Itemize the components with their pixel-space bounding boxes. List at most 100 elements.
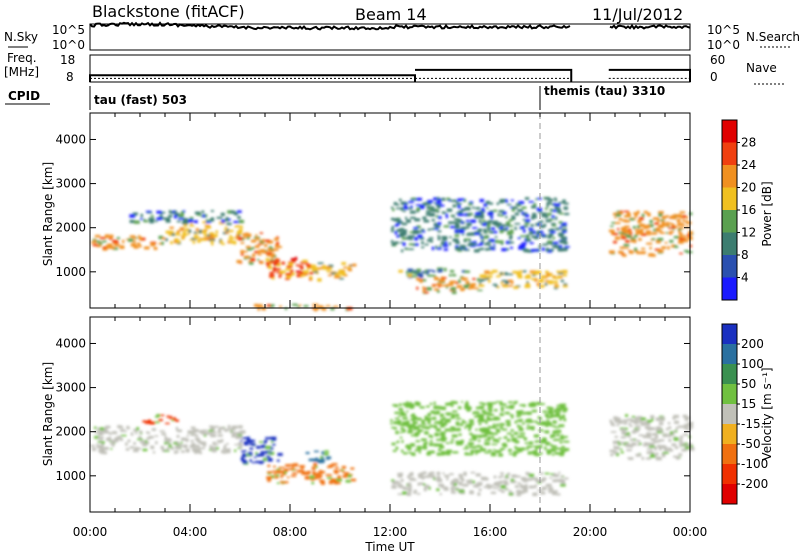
echo-cell: [227, 425, 231, 429]
echo-cell: [290, 269, 294, 273]
echo-cell: [524, 411, 528, 415]
echo-cell: [399, 431, 402, 434]
echo-cell: [249, 447, 254, 450]
echo-cell: [420, 228, 425, 231]
echo-cell: [455, 281, 459, 284]
echo-cell: [515, 440, 520, 444]
echo-cell: [155, 441, 158, 445]
echo-cell: [460, 288, 465, 291]
echo-cell: [556, 207, 561, 210]
echo-cell: [669, 230, 675, 233]
echo-cell: [470, 451, 474, 455]
echo-cell: [496, 429, 501, 433]
echo-cell: [166, 217, 171, 221]
echo-cell: [493, 449, 496, 451]
echo-cell: [679, 439, 683, 443]
echo-cell: [673, 455, 679, 458]
echo-cell: [502, 211, 507, 215]
echo-cell: [401, 485, 404, 489]
echo-cell: [265, 261, 270, 265]
echo-cell: [246, 233, 252, 237]
echo-cell: [624, 215, 629, 218]
echo-cell: [549, 407, 554, 410]
echo-cell: [518, 246, 522, 250]
echo-cell: [436, 210, 440, 213]
echo-cell: [475, 428, 478, 431]
echo-cell: [339, 478, 342, 481]
echo-cell: [414, 426, 418, 429]
echo-cell: [408, 248, 414, 250]
echo-cell: [468, 445, 474, 448]
echo-cell: [531, 205, 537, 209]
echo-cell: [400, 411, 405, 414]
echo-cell: [518, 270, 523, 273]
echo-cell: [517, 489, 520, 494]
echo-cell: [423, 219, 430, 223]
echo-cell: [326, 266, 330, 269]
echo-cell: [629, 425, 633, 427]
echo-cell: [419, 406, 425, 409]
echo-cell: [481, 434, 488, 438]
echo-cell: [393, 421, 399, 425]
echo-cell: [249, 443, 252, 446]
echo-cell: [626, 449, 632, 452]
echo-cell: [499, 403, 504, 406]
echo-cell: [472, 437, 477, 441]
echo-cell: [313, 271, 318, 273]
echo-cell: [431, 285, 436, 287]
echo-cell: [318, 305, 324, 309]
echo-cell: [310, 478, 315, 481]
echo-cell: [430, 471, 435, 475]
echo-cell: [417, 273, 423, 277]
echo-cell: [555, 216, 558, 220]
echo-cell: [321, 471, 325, 474]
echo-cell: [505, 281, 510, 284]
y-tick-label: 3000: [55, 177, 86, 191]
colorbar-swatch: [722, 384, 737, 405]
echo-cell: [650, 415, 655, 419]
freq-tick-top: 18: [60, 53, 75, 67]
echo-cell: [492, 423, 496, 427]
echo-cell: [424, 475, 430, 478]
echo-cell: [410, 434, 416, 437]
echo-cell: [512, 270, 518, 273]
echo-cell: [545, 234, 548, 237]
echo-cell: [318, 459, 324, 463]
echo-cell: [661, 223, 667, 227]
echo-cell: [451, 480, 455, 482]
echo-cell: [164, 440, 169, 442]
echo-cell: [398, 269, 403, 273]
echo-cell: [492, 402, 497, 405]
echo-cell: [154, 435, 159, 437]
echo-cell: [477, 492, 481, 496]
echo-cell: [478, 214, 483, 217]
echo-cell: [304, 476, 311, 480]
echo-cell: [540, 491, 545, 495]
echo-cell: [265, 437, 271, 440]
echo-cell: [237, 447, 242, 449]
echo-cell: [450, 426, 456, 430]
echo-cell: [439, 445, 444, 449]
echo-cell: [463, 474, 467, 476]
echo-cell: [487, 486, 492, 489]
echo-cell: [510, 232, 514, 234]
echo-cell: [243, 442, 249, 446]
echo-cell: [283, 471, 287, 474]
echo-cell: [513, 286, 519, 289]
echo-cell: [436, 479, 443, 483]
echo-cell: [616, 424, 620, 427]
echo-cell: [557, 275, 561, 279]
echo-cell: [435, 215, 439, 218]
echo-cell: [561, 228, 567, 232]
echo-cell: [620, 451, 624, 454]
echo-cell: [419, 237, 424, 240]
echo-cell: [186, 434, 189, 437]
colorbar-tick-label: 12: [741, 226, 756, 240]
echo-cell: [417, 473, 423, 477]
echo-cell: [466, 213, 471, 217]
echo-cell: [650, 448, 653, 451]
echo-cell: [540, 220, 544, 223]
echo-cell: [240, 253, 244, 256]
echo-cell: [236, 433, 242, 437]
echo-cell: [430, 450, 435, 454]
